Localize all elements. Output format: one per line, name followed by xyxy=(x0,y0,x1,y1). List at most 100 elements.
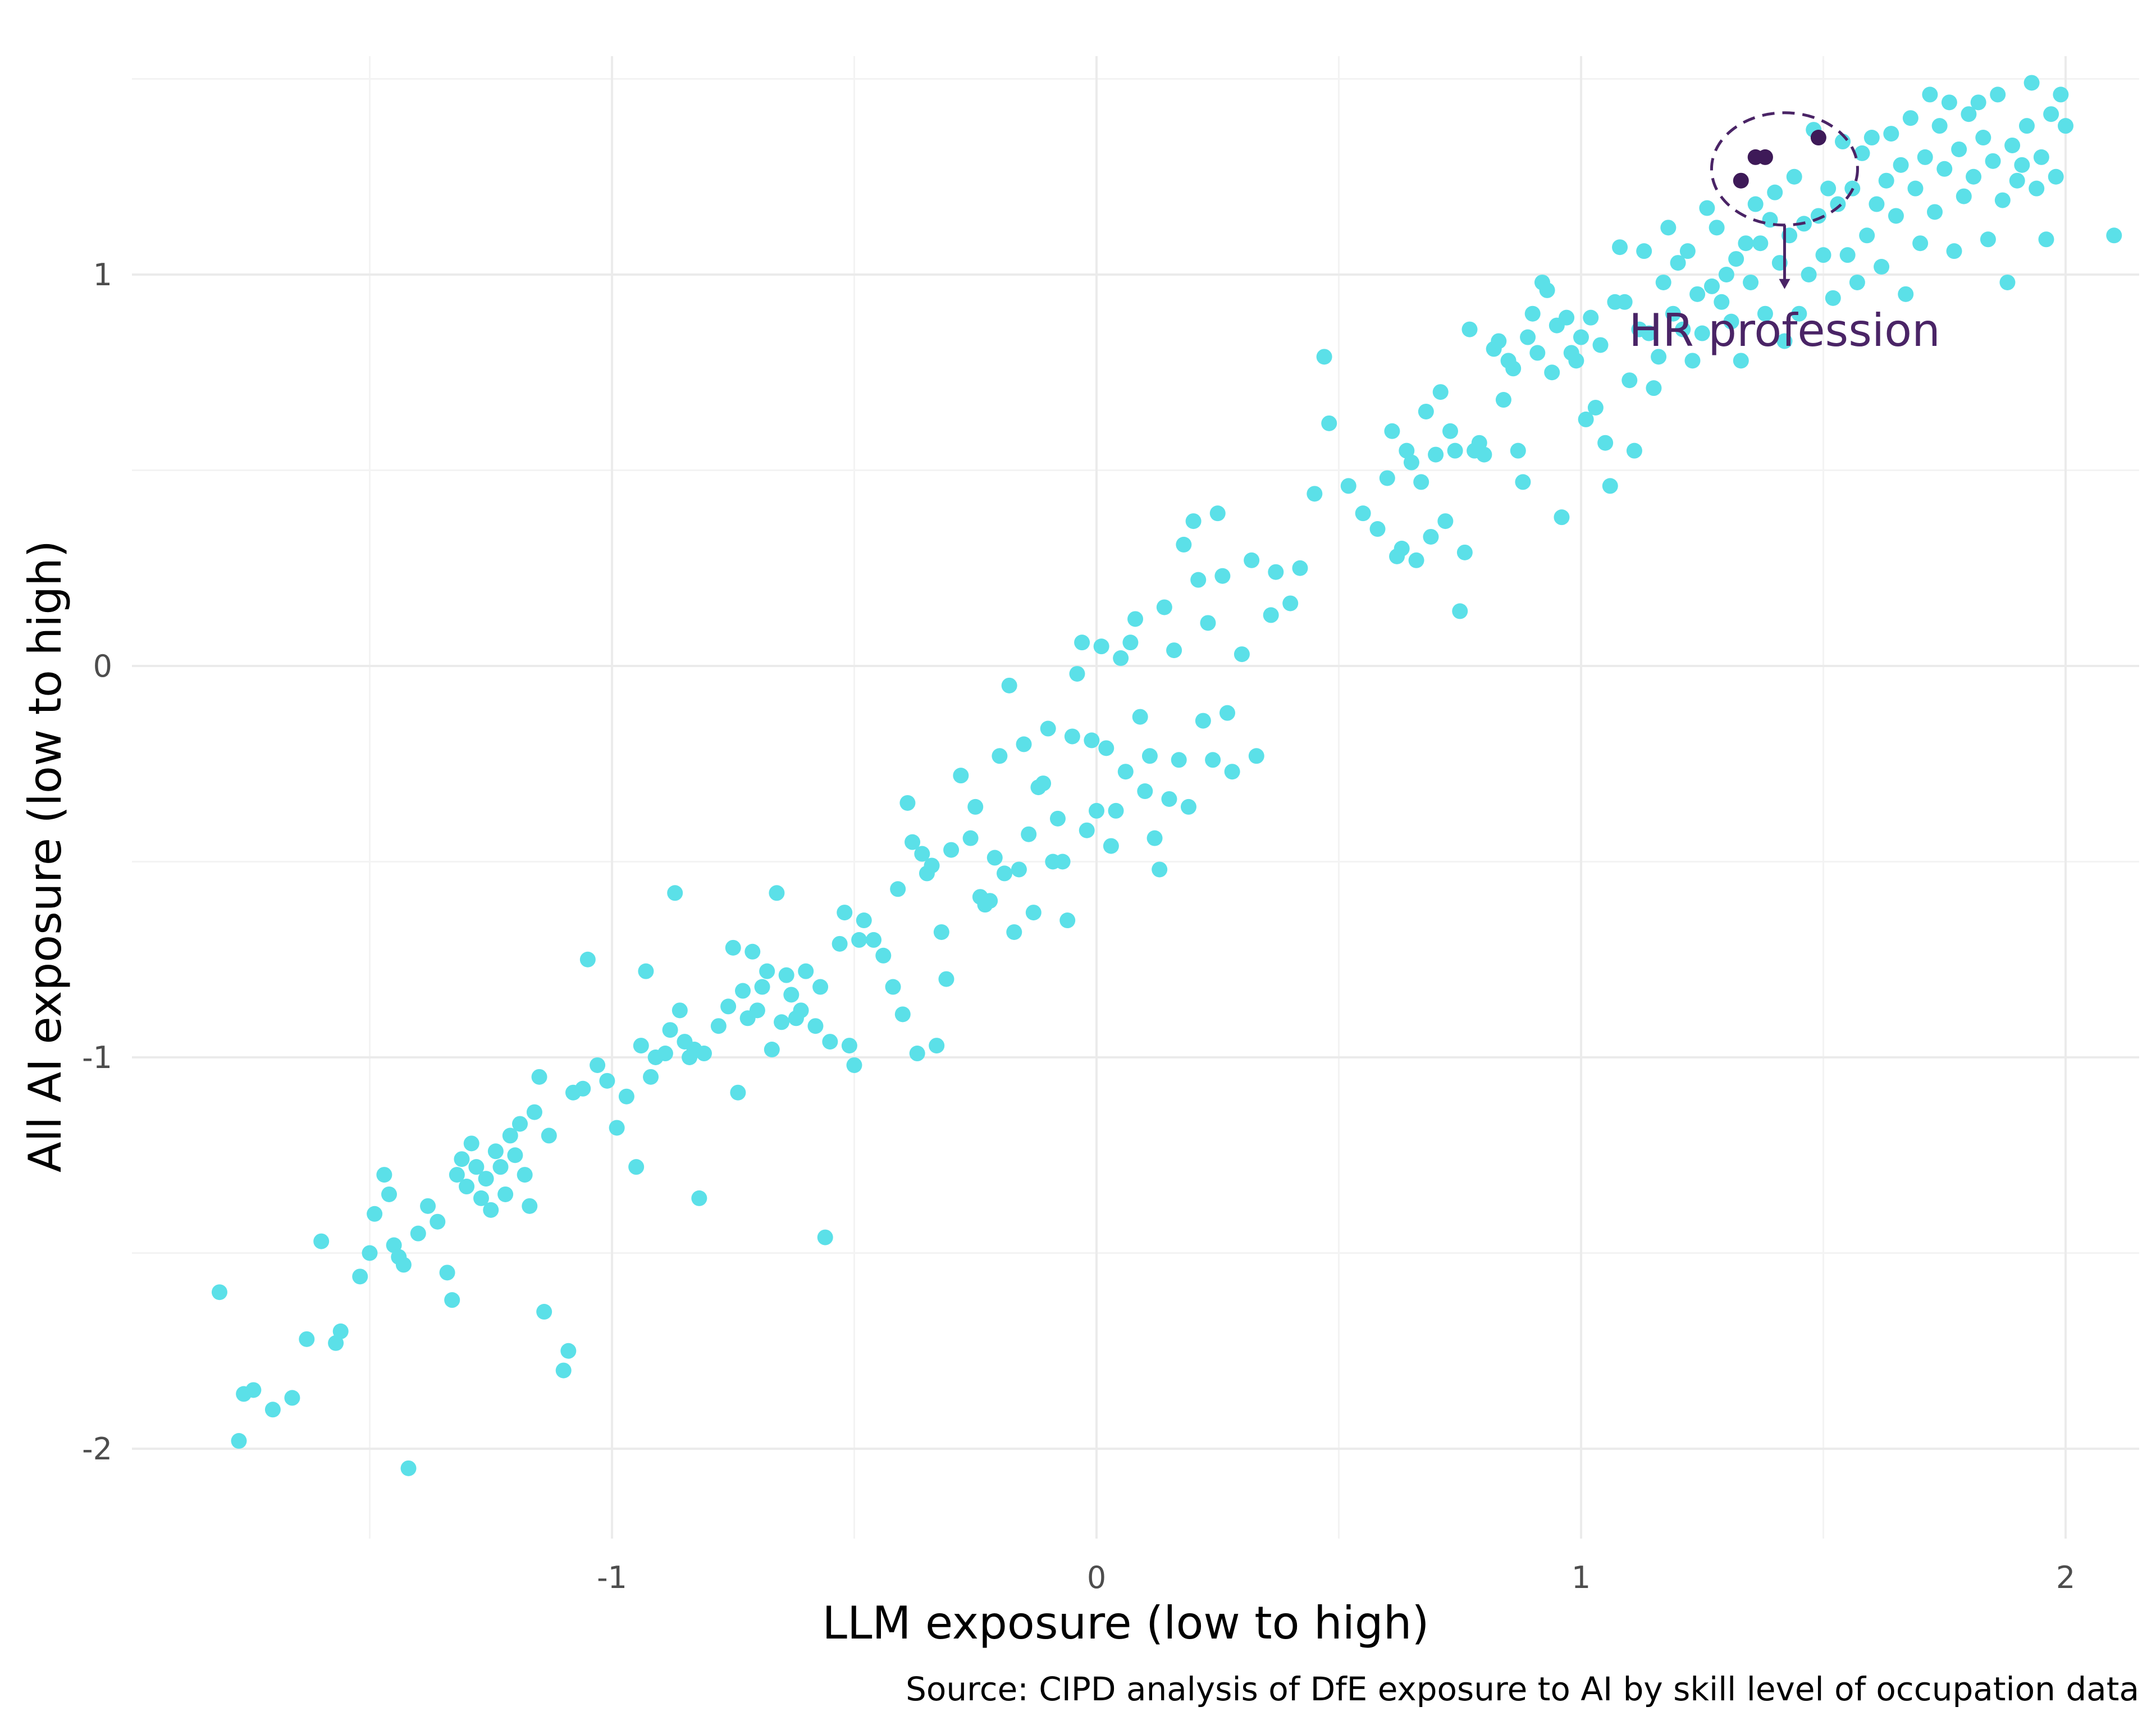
occupation-point xyxy=(1936,161,1953,177)
occupation-point xyxy=(691,1190,707,1206)
occupation-point xyxy=(1554,509,1570,526)
occupation-point xyxy=(536,1304,552,1320)
occupation-point xyxy=(1200,615,1216,631)
occupation-point xyxy=(1922,86,1938,103)
y-tick-label: 0 xyxy=(93,649,112,684)
occupation-point xyxy=(783,987,800,1003)
occupation-point xyxy=(822,1034,838,1050)
annotation-ellipse xyxy=(1710,111,1859,227)
occupation-point xyxy=(997,865,1013,882)
occupation-point xyxy=(386,1237,402,1253)
occupation-point xyxy=(1161,791,1177,807)
occupation-point xyxy=(560,1343,577,1359)
occupation-point xyxy=(1592,337,1609,353)
occupation-point xyxy=(735,983,751,999)
occupation-point xyxy=(2053,86,2069,103)
occupation-point xyxy=(502,1128,518,1144)
occupation-point xyxy=(933,924,949,940)
occupation-point xyxy=(866,932,882,948)
occupation-point xyxy=(1946,243,1962,259)
occupation-point xyxy=(264,1402,281,1418)
occupation-point xyxy=(1733,353,1749,369)
occupation-point xyxy=(1956,188,1972,204)
major-gridlines xyxy=(132,56,2139,1539)
occupation-point xyxy=(875,947,892,964)
occupation-point xyxy=(1786,168,1802,185)
occupation-point xyxy=(526,1104,542,1120)
occupation-point xyxy=(1021,826,1037,842)
occupation-point xyxy=(1292,560,1308,576)
occupation-point xyxy=(1141,748,1158,764)
occupation-point xyxy=(1704,278,1720,294)
occupation-point xyxy=(579,951,596,968)
occupation-point xyxy=(1461,321,1478,337)
occupation-point xyxy=(517,1167,533,1183)
occupation-point xyxy=(1655,274,1671,290)
occupation-point xyxy=(1602,478,1618,494)
hr-annotation: HR profession xyxy=(1629,111,1940,357)
occupation-point xyxy=(459,1179,475,1195)
occupation-point xyxy=(1859,227,1875,244)
occupation-point xyxy=(1854,145,1870,161)
occupation-point xyxy=(463,1135,479,1152)
occupation-point xyxy=(328,1335,344,1351)
occupation-point xyxy=(657,1046,673,1062)
occupation-point xyxy=(2058,118,2073,134)
occupation-point xyxy=(1408,552,1424,568)
occupation-point xyxy=(793,1002,809,1019)
occupation-point xyxy=(744,943,761,960)
occupation-point xyxy=(1171,752,1187,768)
occupation-point xyxy=(1791,305,1807,322)
occupation-point xyxy=(2043,106,2059,122)
occupation-point xyxy=(400,1460,417,1476)
occupation-point xyxy=(846,1057,862,1073)
occupation-point xyxy=(894,1006,911,1023)
minor-gridlines xyxy=(132,56,2139,1539)
occupation-point xyxy=(1839,247,1856,263)
occupation-point xyxy=(1820,180,1837,197)
occupation-point xyxy=(1447,442,1463,459)
occupation-point xyxy=(395,1257,412,1273)
occupation-point xyxy=(299,1331,315,1347)
occupation-point xyxy=(468,1159,485,1175)
occupation-point xyxy=(1568,353,1584,369)
occupation-point xyxy=(231,1433,247,1449)
occupation-point xyxy=(1340,478,1356,494)
occupation-point xyxy=(599,1073,615,1089)
x-tick-label: -1 xyxy=(597,1560,627,1595)
occupation-point xyxy=(1636,243,1652,259)
occupation-point xyxy=(696,1046,712,1062)
occupation-point xyxy=(2048,168,2064,185)
occupation-point xyxy=(487,1143,504,1160)
occupation-point xyxy=(1941,94,1957,111)
occupation-point xyxy=(1975,130,1991,146)
occupation-point xyxy=(1670,255,1686,271)
occupation-point xyxy=(725,939,741,956)
occupation-point xyxy=(1616,294,1633,310)
occupation-point xyxy=(774,1014,790,1030)
occupation-point xyxy=(478,1171,494,1187)
occupation-point xyxy=(638,963,654,979)
occupation-point xyxy=(953,768,969,784)
occupation-point xyxy=(1752,235,1769,252)
occupation-point xyxy=(1883,126,1899,142)
occupation-point xyxy=(1064,728,1080,745)
occupation-point xyxy=(1699,200,1715,216)
occupation-point xyxy=(1961,106,1977,122)
occupation-point xyxy=(590,1057,606,1073)
occupation-point xyxy=(754,979,770,995)
occupation-point xyxy=(1718,267,1734,282)
source-caption: Source: CIPD analysis of DfE exposure to… xyxy=(906,1670,2139,1708)
occupation-point xyxy=(885,979,901,995)
occupation-point xyxy=(332,1323,349,1339)
occupation-point xyxy=(1195,713,1211,729)
occupation-point xyxy=(1069,665,1085,682)
occupation-point xyxy=(1495,392,1511,408)
y-tick-label: -1 xyxy=(82,1040,112,1075)
y-tick-label: -2 xyxy=(82,1431,112,1467)
occupation-point xyxy=(1054,854,1071,870)
occupation-point xyxy=(449,1167,465,1183)
occupation-point xyxy=(2014,157,2030,173)
occupation-point xyxy=(807,1018,824,1034)
